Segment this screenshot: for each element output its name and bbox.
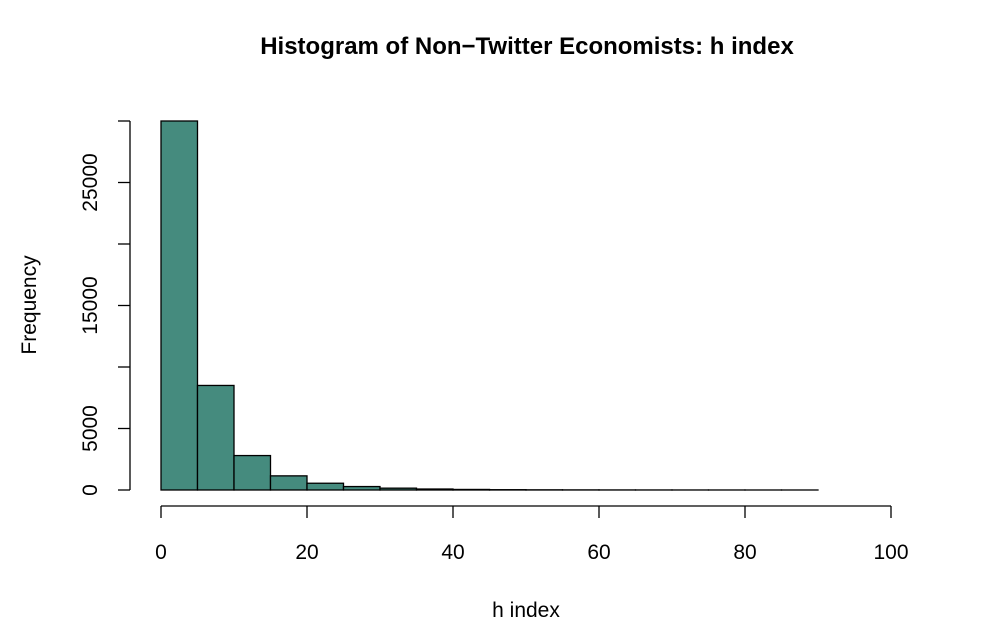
- histogram-bar: [379, 487, 418, 491]
- histogram-bar: [342, 485, 381, 491]
- y-tick-label: 5000: [79, 405, 102, 452]
- x-tick-label: 40: [441, 541, 464, 564]
- x-axis: 0 20 40 60 80 100: [155, 505, 909, 564]
- y-axis-label: Frequency: [18, 255, 41, 355]
- histogram-bar: [269, 475, 308, 491]
- histogram-bar: [452, 488, 491, 491]
- histogram-bar: [196, 384, 235, 491]
- x-tick-label: 80: [733, 541, 756, 564]
- y-tick-label: 15000: [79, 276, 102, 334]
- bars-group: [160, 120, 819, 491]
- x-tick-label: 60: [587, 541, 610, 564]
- histogram-bar: [233, 454, 272, 491]
- y-axis: 0 5000 15000 25000: [79, 120, 131, 496]
- chart-title: Histogram of Non−Twitter Economists: h i…: [260, 33, 794, 60]
- x-tick-label: 20: [295, 541, 318, 564]
- x-axis-label: h index: [492, 599, 560, 622]
- histogram-bar: [160, 120, 199, 491]
- histogram-bar: [306, 482, 345, 491]
- x-tick-label: 0: [155, 541, 167, 564]
- y-tick-label: 0: [79, 484, 102, 496]
- histogram-bar: [415, 488, 454, 491]
- x-tick-label: 100: [873, 541, 908, 564]
- y-tick-label: 25000: [79, 153, 102, 211]
